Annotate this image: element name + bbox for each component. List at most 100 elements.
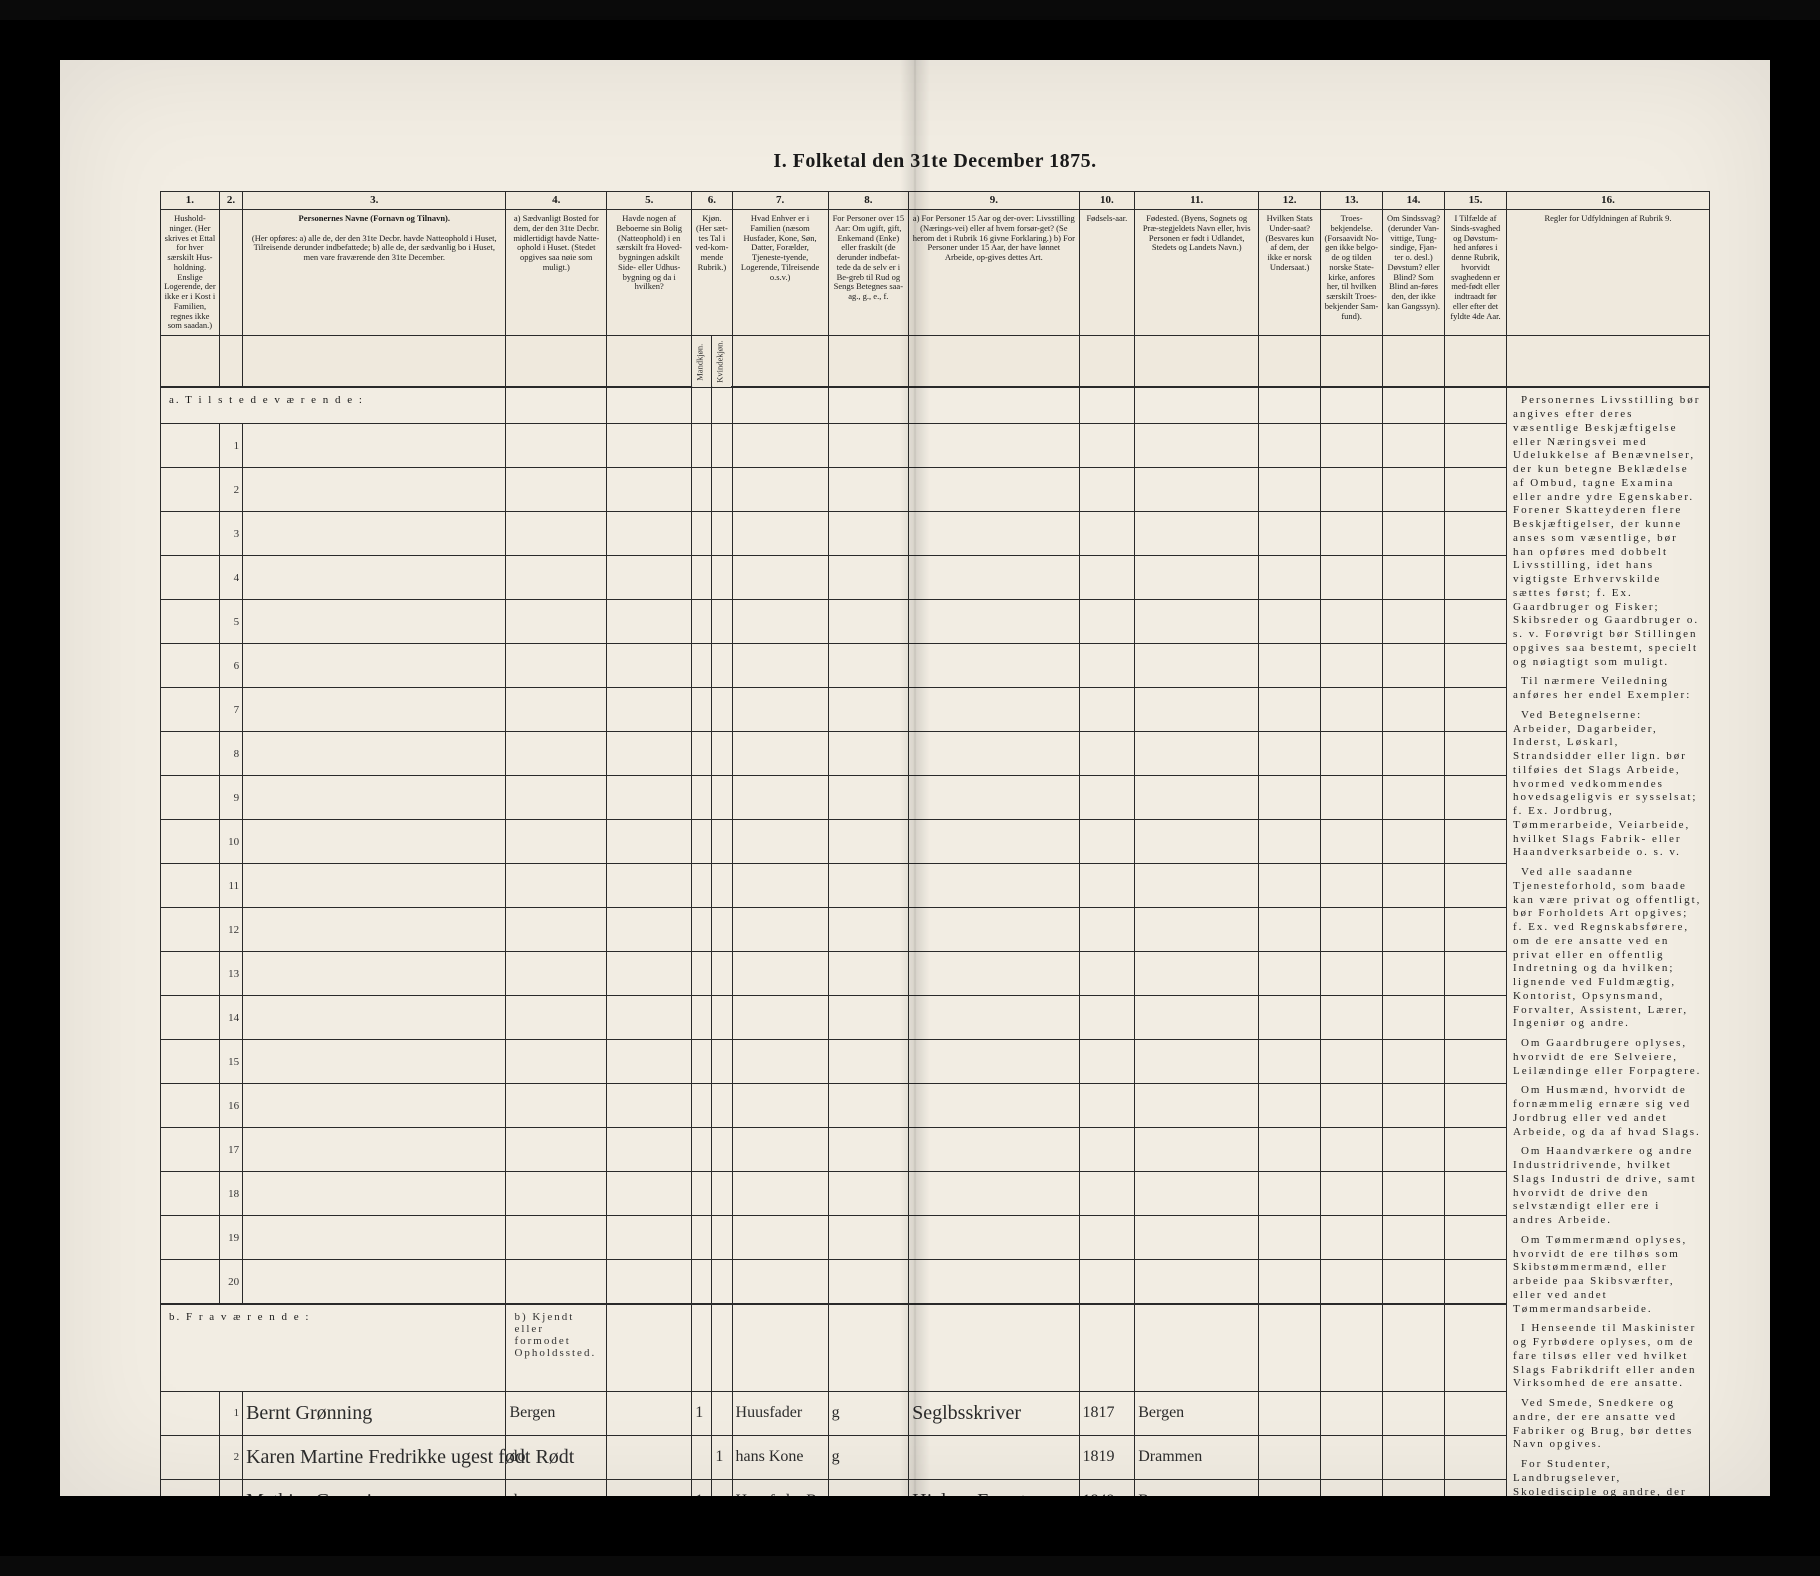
table-row: 13: [161, 952, 1710, 996]
handwritten-value: Drammen: [1138, 1448, 1202, 1465]
rules-paragraph: Ved alle saadanne Tjenesteforhold, som b…: [1513, 866, 1703, 1031]
table-row: 10: [161, 820, 1710, 864]
hdr-3-title: Personernes Navne (Fornavn og Tilnavn).: [299, 213, 451, 223]
colnum-14: 14.: [1383, 192, 1445, 210]
table-row: 2: [161, 468, 1710, 512]
table-row: 1Bernt GrønningBergen1HuusfadergSeglbssk…: [161, 1391, 1710, 1435]
section-a-label: a. T i l s t e d e v æ r e n d e :: [161, 387, 506, 423]
hdr-5: Havde nogen af Beboerne sin Bolig (Natte…: [607, 210, 692, 336]
handwritten-value: 1819: [1083, 1448, 1115, 1465]
handwritten-value: Bernt Grønning: [246, 1402, 372, 1424]
rules-paragraph: Om Haandværkere og andre Industridrivend…: [1513, 1145, 1703, 1228]
table-row: 12: [161, 908, 1710, 952]
colnum-6: 6.: [692, 192, 732, 210]
rules-paragraph: For Studenter, Landbrugselever, Skoledis…: [1513, 1458, 1703, 1496]
table-row: 8: [161, 732, 1710, 776]
row-number: 4: [219, 556, 242, 600]
handwritten-value: do: [509, 1492, 525, 1496]
handwritten-value: 1: [715, 1448, 723, 1465]
hdr-6b: Kvindekjøn.: [712, 336, 732, 388]
colnum-3: 3.: [243, 192, 506, 210]
rules-paragraph: Om Tømmermænd oplyses, hvorvidt de ere t…: [1513, 1234, 1703, 1317]
row-number: 20: [219, 1260, 242, 1304]
colnum-13: 13.: [1321, 192, 1383, 210]
colnum-7: 7.: [732, 192, 828, 210]
hdr-15: I Tilfælde af Sinds-svaghed og Døvstum-h…: [1445, 210, 1507, 336]
handwritten-value: do: [509, 1448, 525, 1465]
rules-paragraph: Om Husmænd, hvorvidt de fornæmmelig ernæ…: [1513, 1084, 1703, 1139]
table-row: 2Karen Martine Fredrikke ugest født Rødt…: [161, 1435, 1710, 1479]
rules-paragraph: I Henseende til Maskinister og Fyrbødere…: [1513, 1322, 1703, 1391]
census-page: I. Folketal den 31te December 1875. 1. 2…: [60, 60, 1770, 1496]
colnum-11: 11.: [1135, 192, 1259, 210]
section-a-present: a. T i l s t e d e v æ r e n d e :Person…: [161, 387, 1710, 423]
colnum-5: 5.: [607, 192, 692, 210]
table-row: 3: [161, 512, 1710, 556]
colnum-16: 16.: [1506, 192, 1709, 210]
table-row: 19: [161, 1216, 1710, 1260]
row-number: 7: [219, 688, 242, 732]
row-number: 5: [219, 600, 242, 644]
row-number: 8: [219, 732, 242, 776]
handwritten-value: Hjelper Forretnen: [912, 1490, 1055, 1496]
hdr-1: Hushold- ninger. (Her skrives et Ettal f…: [161, 210, 220, 336]
handwritten-value: Bergen: [1138, 1404, 1184, 1421]
column-subheader-row: Mandkjøn. Kvindekjøn.: [161, 336, 1710, 388]
colnum-8: 8.: [828, 192, 909, 210]
column-number-row: 1. 2. 3. 4. 5. 6. 7. 8. 9. 10. 11. 12. 1…: [161, 192, 1710, 210]
rules-paragraph: Til nærmere Veiledning anføres her endel…: [1513, 675, 1703, 703]
handwritten-value: Huusfader Barn: [736, 1492, 838, 1496]
table-row: 16: [161, 1084, 1710, 1128]
handwritten-value: ug: [832, 1492, 848, 1496]
table-row: 9: [161, 776, 1710, 820]
handwritten-value: g: [832, 1404, 840, 1421]
section-b-label: b. F r a v æ r e n d e :: [161, 1304, 506, 1392]
scan-frame: I. Folketal den 31te December 1875. 1. 2…: [0, 20, 1820, 1556]
colnum-10: 10.: [1079, 192, 1135, 210]
handwritten-value: g: [832, 1448, 840, 1465]
row-number: 16: [219, 1084, 242, 1128]
colnum-12: 12.: [1259, 192, 1321, 210]
colnum-9: 9.: [909, 192, 1079, 210]
table-row: 3Mathias Grønningdo1Huusfader BarnugHjel…: [161, 1479, 1710, 1496]
hdr-3: Personernes Navne (Fornavn og Tilnavn). …: [243, 210, 506, 336]
handwritten-value: 1849: [1083, 1492, 1115, 1496]
row-number: 3: [219, 512, 242, 556]
handwritten-value: 1: [695, 1404, 703, 1421]
handwritten-value: 1: [695, 1492, 703, 1496]
table-row: 17: [161, 1128, 1710, 1172]
hdr-7: Hvad Enhver er i Familien (næsom Husfade…: [732, 210, 828, 336]
row-number: 17: [219, 1128, 242, 1172]
colnum-4: 4.: [506, 192, 607, 210]
row-number: 2: [219, 1435, 242, 1479]
hdr-13: Troes-bekjendelse. (Forsaavidt No-gen ik…: [1321, 210, 1383, 336]
row-number: 11: [219, 864, 242, 908]
section-b-absent: b. F r a v æ r e n d e :b) Kjendt eller …: [161, 1304, 1710, 1392]
hdr-11: Fødested. (Byens, Sognets og Præ-stegjel…: [1135, 210, 1259, 336]
table-row: 7: [161, 688, 1710, 732]
row-number: 1: [219, 1391, 242, 1435]
hdr-10: Fødsels-aar.: [1079, 210, 1135, 336]
table-row: 1: [161, 424, 1710, 468]
page-title: I. Folketal den 31te December 1875.: [160, 150, 1710, 173]
hdr-4: a) Sædvanligt Bosted for dem, der den 31…: [506, 210, 607, 336]
hdr-9: a) For Personer 15 Aar og der-over: Livs…: [909, 210, 1079, 336]
handwritten-value: 1817: [1083, 1404, 1115, 1421]
census-table: 1. 2. 3. 4. 5. 6. 7. 8. 9. 10. 11. 12. 1…: [160, 191, 1710, 1496]
table-row: 11: [161, 864, 1710, 908]
row-number: 1: [219, 424, 242, 468]
table-row: 4: [161, 556, 1710, 600]
rules-paragraph: Ved Betegnelserne: Arbeider, Dagarbeider…: [1513, 709, 1703, 860]
row-number: 13: [219, 952, 242, 996]
handwritten-value: hans Kone: [736, 1448, 804, 1465]
hdr-3-body: (Her opføres: a) alle de, der den 31te D…: [252, 233, 497, 263]
table-row: 14: [161, 996, 1710, 1040]
column-header-row: Hushold- ninger. (Her skrives et Ettal f…: [161, 210, 1710, 336]
hdr-16: Regler for Udfyldningen af Rubrik 9.: [1506, 210, 1709, 336]
table-row: 5: [161, 600, 1710, 644]
row-number: 9: [219, 776, 242, 820]
row-number: 3: [219, 1479, 242, 1496]
row-number: 12: [219, 908, 242, 952]
rules-paragraph: Ved Smede, Snedkere og andre, der ere an…: [1513, 1397, 1703, 1452]
handwritten-value: Bergen: [1138, 1492, 1184, 1496]
